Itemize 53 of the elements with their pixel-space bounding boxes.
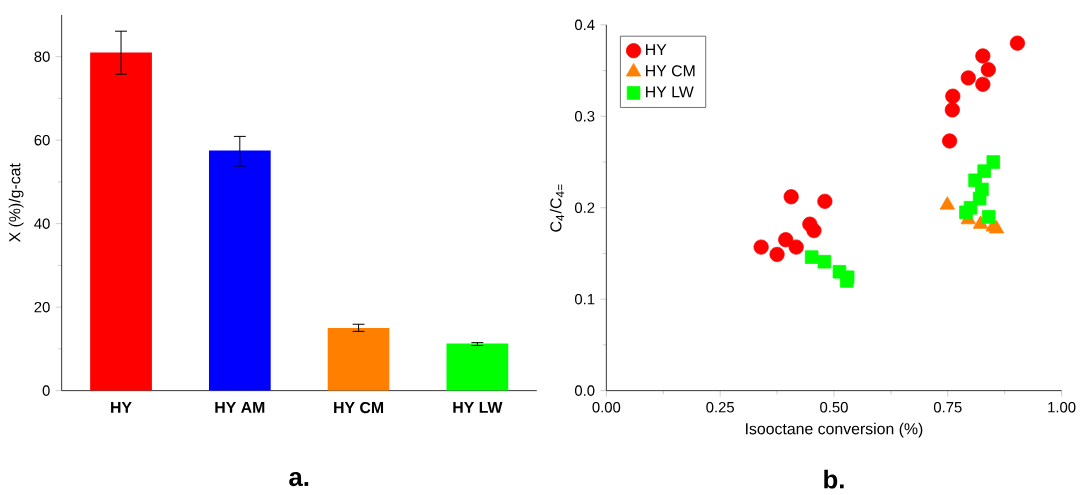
point: [942, 133, 958, 149]
x-tick-label: HY CM: [334, 401, 384, 414]
x-tick-label: 0.00: [592, 401, 621, 413]
bar: [446, 343, 509, 391]
point: [975, 76, 991, 92]
y-tick-label: 0: [42, 385, 50, 396]
x-tick-label: 1.00: [1048, 401, 1076, 413]
point: [939, 196, 955, 210]
y-tick-label: 0.1: [574, 293, 595, 305]
point: [960, 70, 976, 86]
legend-label: HY: [646, 44, 667, 56]
point: [783, 189, 799, 205]
point: [778, 232, 794, 248]
point: [806, 223, 822, 239]
legend-label: HY CM: [646, 65, 695, 77]
x-tick-label: HY LW: [453, 401, 503, 413]
point: [817, 254, 832, 269]
point: [788, 239, 804, 255]
text: b.: [824, 469, 844, 489]
point: [980, 62, 996, 78]
point: [944, 102, 960, 118]
point: [769, 246, 785, 262]
legend-label: HY LW: [646, 86, 694, 98]
y-tick-label: 0.4: [574, 19, 595, 31]
point: [1009, 35, 1025, 51]
y-tick-label: 0.0: [574, 385, 595, 396]
text: a.: [289, 472, 309, 487]
y-tick-label: 20: [34, 301, 50, 313]
bar: [208, 150, 271, 391]
y-axis-title: C$_{4}$/C$_{4=}$: [549, 184, 565, 232]
point: [988, 220, 1005, 234]
bar: [90, 52, 152, 391]
point: [959, 205, 973, 220]
point: [804, 250, 819, 264]
bar: [327, 328, 390, 391]
y-tick-label: 60: [34, 134, 50, 146]
y-tick-label: 40: [34, 218, 50, 229]
x-tick-label: HY: [111, 401, 132, 413]
x-tick-label: 0.25: [706, 401, 734, 413]
point: [817, 193, 833, 209]
x-tick-label: 0.75: [933, 401, 962, 413]
point: [753, 239, 769, 255]
y-tick-label: 80: [34, 51, 50, 62]
x-axis-title: Isooctane conversion (%): [746, 422, 923, 438]
point: [986, 155, 1001, 169]
point: [945, 88, 961, 104]
point: [982, 210, 996, 224]
x-tick-label: 0.50: [820, 401, 848, 413]
y-tick-label: 0.3: [574, 111, 595, 122]
point: [975, 48, 991, 64]
y-axis-title: X (%)/g-cat: [8, 163, 24, 243]
x-tick-label: HY AM: [215, 401, 265, 413]
y-tick-label: 0.2: [574, 202, 595, 214]
